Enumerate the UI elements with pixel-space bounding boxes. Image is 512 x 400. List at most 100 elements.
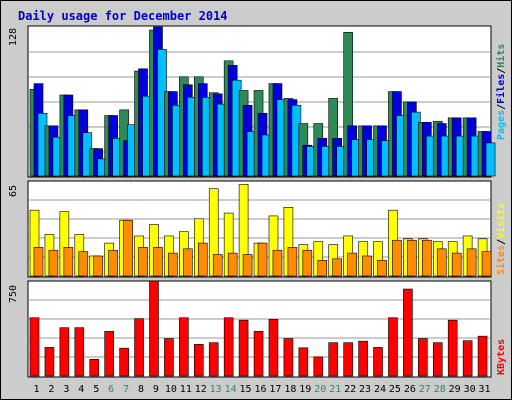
- x-tick-label-day-6: 6: [108, 384, 114, 395]
- x-tick-label-day-26: 26: [404, 384, 416, 395]
- bar-pages-day-31: [485, 142, 496, 177]
- chart-title: Daily usage for December 2014: [18, 9, 228, 23]
- bar-sites-day-8: [138, 247, 148, 277]
- bar-kbytes-day-31: [477, 335, 488, 377]
- bar-kbytes-day-6: [104, 331, 114, 377]
- bar-sites-day-1: [33, 247, 44, 277]
- legend-entry-visits: Visits: [495, 203, 507, 239]
- bar-kbytes-day-14: [223, 317, 234, 377]
- x-tick-label-day-31: 31: [479, 384, 491, 395]
- x-tick-label-day-2: 2: [48, 384, 54, 395]
- legend: Sites/Visits: [495, 203, 507, 275]
- bar-kbytes-day-8: [134, 318, 144, 377]
- x-tick-label-day-9: 9: [153, 384, 159, 395]
- bar-sites-day-29: [451, 252, 462, 277]
- bar-sites-day-16: [257, 242, 268, 277]
- bar-sites-day-27: [422, 239, 432, 277]
- x-tick-label-day-10: 10: [165, 384, 177, 395]
- bar-sites-day-7: [123, 219, 133, 277]
- bar-sites-day-26: [407, 239, 417, 277]
- x-tick-label-day-11: 11: [180, 384, 192, 395]
- bar-kbytes-day-10: [164, 338, 174, 377]
- bar-sites-day-23: [362, 255, 372, 277]
- x-tick-label-day-4: 4: [78, 384, 84, 395]
- bar-kbytes-day-26: [403, 288, 413, 377]
- bar-kbytes-day-3: [59, 327, 70, 377]
- bar-kbytes-day-28: [432, 342, 443, 377]
- bar-kbytes-day-15: [238, 319, 249, 377]
- legend: Pages/Files/Hits: [495, 44, 507, 140]
- x-tick-label-day-21: 21: [329, 384, 341, 395]
- y-axis-max-label: 750: [8, 285, 19, 303]
- bar-kbytes-day-30: [462, 340, 473, 377]
- bar-sites-day-3: [63, 247, 74, 277]
- x-tick-label-day-13: 13: [210, 384, 222, 395]
- legend-separator: /: [496, 104, 507, 110]
- bar-sites-day-25: [392, 239, 402, 277]
- bar-sites-day-24: [377, 259, 387, 277]
- bar-kbytes-day-5: [89, 359, 100, 377]
- panel-visits-sites: 65 Sites/Visits: [8, 180, 507, 278]
- x-tick-label-day-12: 12: [195, 384, 207, 395]
- legend-entry-pages: Pages: [496, 110, 507, 140]
- bar-kbytes-day-23: [358, 340, 368, 377]
- legend-entry-sites: Sites: [495, 245, 507, 275]
- bar-sites-day-6: [108, 249, 118, 277]
- x-tick-label-day-25: 25: [389, 384, 401, 395]
- bar-sites-day-2: [48, 249, 59, 277]
- bar-kbytes-day-29: [447, 319, 458, 377]
- bar-sites-day-10: [168, 252, 178, 277]
- bar-kbytes-day-17: [268, 319, 279, 377]
- y-axis-max-label: 65: [8, 185, 19, 197]
- legend-entry-files: Files: [495, 74, 507, 104]
- bar-sites-day-31: [481, 251, 492, 277]
- x-tick-label-day-7: 7: [123, 384, 129, 395]
- x-tick-label-day-17: 17: [269, 384, 281, 395]
- bar-kbytes-day-20: [313, 356, 324, 377]
- bar-sites-day-30: [466, 248, 477, 277]
- bar-sites-day-21: [332, 258, 343, 277]
- bar-sites-day-28: [436, 248, 447, 277]
- x-tick-label-day-5: 5: [93, 384, 99, 395]
- bar-kbytes-day-2: [44, 347, 55, 377]
- x-tick-label-day-3: 3: [63, 384, 69, 395]
- bar-kbytes-day-7: [119, 347, 129, 377]
- bar-sites-day-15: [242, 254, 253, 277]
- bar-kbytes-day-13: [208, 342, 219, 377]
- bar-kbytes-day-21: [328, 342, 339, 377]
- bar-kbytes-day-1: [29, 317, 40, 377]
- legend-entry-hits: Hits: [495, 44, 507, 68]
- bar-kbytes-day-16: [253, 331, 264, 377]
- x-tick-label-day-16: 16: [254, 384, 266, 395]
- x-tick-label-day-27: 27: [419, 384, 431, 395]
- x-tick-label-day-18: 18: [284, 384, 296, 395]
- bar-kbytes-day-25: [388, 317, 398, 377]
- bar-kbytes-day-4: [74, 327, 85, 377]
- bar-kbytes-day-12: [193, 344, 204, 377]
- y-axis-max-label: 128: [8, 28, 19, 46]
- bar-kbytes-day-22: [343, 342, 353, 377]
- bar-kbytes-day-19: [298, 347, 309, 377]
- bar-kbytes-day-18: [283, 338, 294, 377]
- bar-sites-day-17: [272, 249, 283, 277]
- x-tick-label-day-19: 19: [299, 384, 311, 395]
- panel-kbytes: 750 KBytes: [8, 280, 507, 378]
- x-tick-label-day-8: 8: [138, 384, 144, 395]
- x-tick-label-day-20: 20: [314, 384, 326, 395]
- bar-sites-day-18: [287, 247, 298, 277]
- bar-sites-day-11: [183, 248, 193, 277]
- legend: KBytes: [496, 339, 507, 375]
- x-tick-label-day-22: 22: [344, 384, 356, 395]
- bar-sites-day-19: [302, 249, 313, 277]
- bar-sites-day-5: [93, 255, 104, 277]
- x-tick-label-day-28: 28: [434, 384, 446, 395]
- bar-sites-day-22: [347, 252, 357, 277]
- x-tick-label-day-29: 29: [449, 384, 461, 395]
- bar-kbytes-day-27: [418, 338, 428, 377]
- bar-sites-day-14: [227, 252, 238, 277]
- x-tick-label-day-30: 30: [464, 384, 476, 395]
- bar-kbytes-day-9: [149, 280, 159, 377]
- legend-separator: /: [496, 239, 507, 245]
